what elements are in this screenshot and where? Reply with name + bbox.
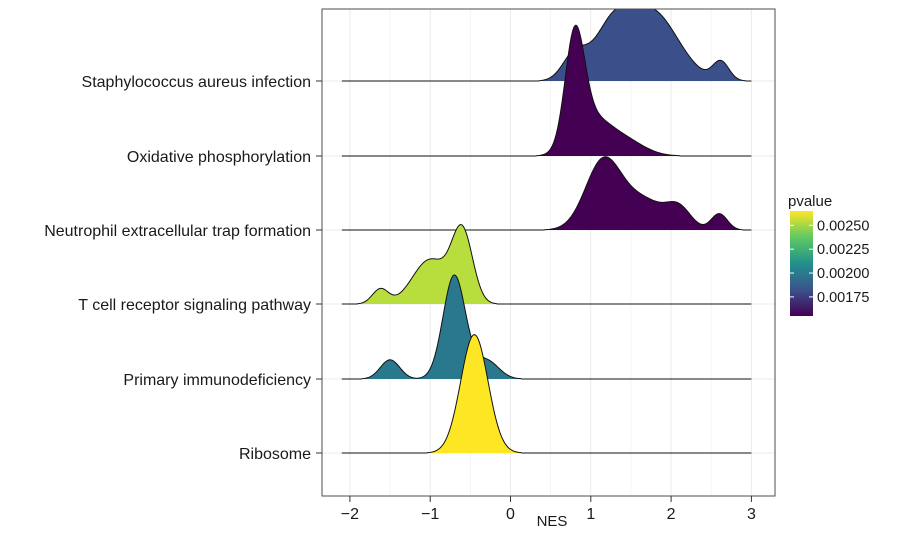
grid-lines bbox=[322, 9, 775, 496]
ridge-outline bbox=[341, 224, 752, 305]
legend-tick-label: 0.00250 bbox=[817, 218, 869, 234]
ridge-fill bbox=[341, 9, 752, 81]
legend-tick-label: 0.00175 bbox=[817, 290, 869, 306]
ridge-outline bbox=[341, 274, 752, 380]
y-tick-label: Primary immunodeficiency bbox=[123, 372, 311, 389]
y-tick-label: Neutrophil extracellular trap formation bbox=[44, 223, 311, 240]
legend-tick-label: 0.00200 bbox=[817, 266, 869, 282]
ridge-fill bbox=[341, 334, 752, 453]
ridge-layer bbox=[341, 9, 752, 454]
ridge-outline bbox=[341, 9, 752, 82]
panel-border bbox=[321, 8, 776, 497]
legend-ticks: 0.00250 0.00225 0.00200 0.00175 bbox=[790, 218, 869, 306]
ridge-fill bbox=[341, 224, 752, 304]
y-tick-label: Staphylococcus aureus infection bbox=[82, 74, 311, 91]
legend-title: pvalue bbox=[788, 193, 832, 210]
ridge-fill bbox=[341, 275, 752, 379]
x-tick-label: 3 bbox=[747, 506, 756, 523]
x-tick-label: 0 bbox=[506, 506, 515, 523]
x-tick-label: 1 bbox=[586, 506, 595, 523]
y-tick-label: T cell receptor signaling pathway bbox=[78, 297, 311, 314]
x-axis: −2 −1 0 1 2 3 bbox=[341, 496, 756, 523]
y-tick-label: Oxidative phosphorylation bbox=[127, 149, 311, 166]
ridge-fill bbox=[341, 156, 752, 230]
ridge-outline bbox=[341, 156, 752, 231]
ridge-outline bbox=[341, 334, 752, 454]
legend-tick-label: 0.00225 bbox=[817, 242, 869, 258]
y-tick-label: Ribosome bbox=[239, 446, 311, 463]
legend-colorbar bbox=[790, 211, 813, 316]
x-tick-label: −2 bbox=[341, 506, 359, 523]
legend: pvalue 0.00250 0.00225 0.00200 0.00175 bbox=[788, 193, 869, 316]
x-tick-label: 2 bbox=[667, 506, 676, 523]
x-tick-label: −1 bbox=[421, 506, 439, 523]
ridge-fill bbox=[341, 25, 752, 156]
y-axis: Staphylococcus aureus infection Oxidative… bbox=[44, 74, 322, 463]
x-axis-title: NES bbox=[537, 513, 568, 530]
ridge-outline bbox=[341, 24, 752, 157]
